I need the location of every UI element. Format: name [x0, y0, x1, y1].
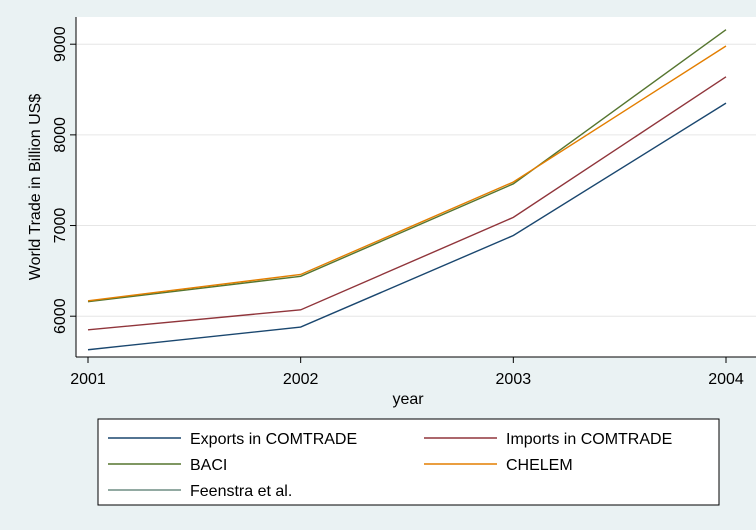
- grid: [76, 43, 756, 317]
- x-axis-ticks: 2001 2002 2003 2004: [70, 357, 744, 388]
- series-line-0: [87, 102, 727, 351]
- legend-label: Feenstra et al.: [190, 483, 292, 500]
- y-tick-label: 8000: [52, 117, 69, 153]
- x-tick-label: 2002: [283, 371, 319, 388]
- y-tick-label: 9000: [52, 26, 69, 62]
- series-line-1: [87, 76, 727, 331]
- series-line-3: [87, 45, 727, 302]
- x-tick-label: 2004: [708, 371, 744, 388]
- series-line-2: [87, 29, 727, 303]
- legend-label: Imports in COMTRADE: [506, 431, 672, 448]
- legend-label: BACI: [190, 457, 227, 474]
- y-tick-label: 7000: [52, 208, 69, 244]
- series-lines: [87, 29, 727, 351]
- legend: Exports in COMTRADE Imports in COMTRADE BA…: [108, 431, 672, 500]
- x-tick-label: 2001: [70, 371, 106, 388]
- legend-label: CHELEM: [506, 457, 573, 474]
- legend-label: Exports in COMTRADE: [190, 431, 357, 448]
- y-axis-ticks: 6000 7000 8000 9000: [52, 26, 76, 334]
- x-axis-title: year: [392, 391, 424, 408]
- x-tick-label: 2003: [496, 371, 532, 388]
- y-axis-title: World Trade in Billion US$: [27, 94, 44, 281]
- plot-area: [76, 17, 756, 357]
- legend-box: [97, 418, 720, 506]
- y-tick-label: 6000: [52, 298, 69, 334]
